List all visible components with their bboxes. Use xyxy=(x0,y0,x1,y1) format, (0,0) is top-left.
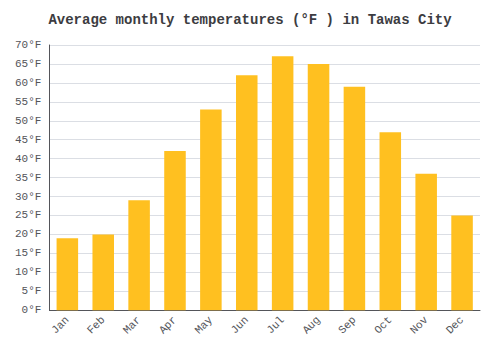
svg-text:Jan: Jan xyxy=(49,314,71,336)
svg-text:Nov: Nov xyxy=(408,314,431,337)
svg-text:65°F: 65°F xyxy=(15,58,41,70)
svg-text:Aug: Aug xyxy=(300,314,322,336)
svg-text:Mar: Mar xyxy=(121,314,143,336)
svg-text:15°F: 15°F xyxy=(15,247,41,259)
svg-text:Jul: Jul xyxy=(264,314,286,336)
svg-text:70°F: 70°F xyxy=(15,39,41,51)
svg-text:0°F: 0°F xyxy=(22,304,42,316)
svg-text:10°F: 10°F xyxy=(15,266,41,278)
svg-text:Apr: Apr xyxy=(157,314,179,336)
svg-text:60°F: 60°F xyxy=(15,77,41,89)
svg-text:40°F: 40°F xyxy=(15,153,41,165)
svg-text:45°F: 45°F xyxy=(15,134,41,146)
svg-text:Feb: Feb xyxy=(85,314,107,336)
svg-text:May: May xyxy=(193,314,216,337)
svg-text:50°F: 50°F xyxy=(15,115,41,127)
svg-text:Dec: Dec xyxy=(444,314,466,336)
svg-text:35°F: 35°F xyxy=(15,172,41,184)
svg-text:20°F: 20°F xyxy=(15,228,41,240)
svg-text:30°F: 30°F xyxy=(15,191,41,203)
svg-text:5°F: 5°F xyxy=(22,285,42,297)
svg-text:55°F: 55°F xyxy=(15,96,41,108)
svg-text:Oct: Oct xyxy=(372,314,394,336)
svg-text:Average monthly temperatures (: Average monthly temperatures (°F ) in Ta… xyxy=(48,12,452,28)
svg-text:Jun: Jun xyxy=(229,314,251,336)
svg-text:25°F: 25°F xyxy=(15,209,41,221)
svg-text:Sep: Sep xyxy=(336,314,358,336)
